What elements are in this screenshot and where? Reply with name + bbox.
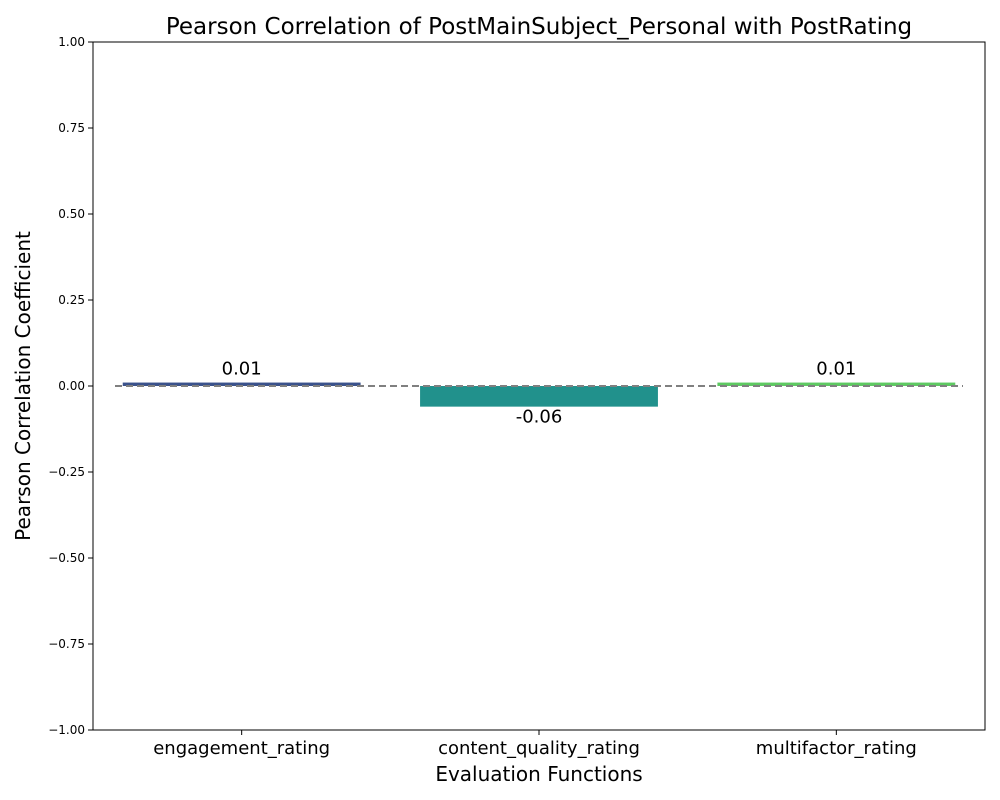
x-tick-label-multifactor_rating: multifactor_rating xyxy=(756,738,917,759)
y-tick-label: −0.75 xyxy=(48,637,85,651)
data-label-multifactor_rating: 0.01 xyxy=(816,359,856,380)
y-axis-label: Pearson Correlation Coefficient xyxy=(11,231,35,541)
y-tick-label: 0.75 xyxy=(58,121,85,135)
x-tick-label-engagement_rating: engagement_rating xyxy=(153,738,330,759)
y-tick-label: 0.00 xyxy=(58,379,85,393)
y-tick-label: −0.25 xyxy=(48,465,85,479)
data-label-content_quality_rating: -0.06 xyxy=(516,407,563,428)
y-tick-label: 0.50 xyxy=(58,207,85,221)
x-axis-label: Evaluation Functions xyxy=(435,762,642,786)
bar-multifactor_rating xyxy=(717,382,956,386)
plot-area: 0.01 -0.06 0.01 −1.00 −0.75 −0.50 −0.25 0.00 0.2… xyxy=(48,35,986,759)
y-tick-label: −1.00 xyxy=(48,723,85,737)
bar-engagement_rating xyxy=(122,382,361,386)
chart-title: Pearson Correlation of PostMainSubject_P… xyxy=(166,14,912,40)
bar-content_quality_rating xyxy=(420,386,658,407)
data-label-engagement_rating: 0.01 xyxy=(222,359,262,380)
y-tick-label: 1.00 xyxy=(58,35,85,49)
y-tick-label: 0.25 xyxy=(58,293,85,307)
x-tick-label-content_quality_rating: content_quality_rating xyxy=(438,738,640,759)
y-tick-label: −0.50 xyxy=(48,551,85,565)
